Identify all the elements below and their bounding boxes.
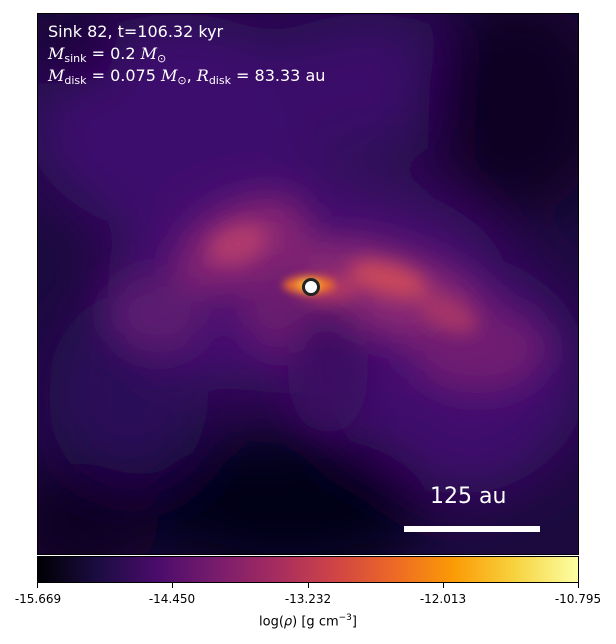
colorbar xyxy=(37,556,579,583)
colorbar-tick-label: -13.232 xyxy=(284,592,332,606)
colorbar-tick-label: -10.795 xyxy=(554,592,602,606)
scale-bar-label: 125 au xyxy=(430,484,507,509)
disk-properties-label: Mdisk = 0.075 M⊙, Rdisk = 83.33 au xyxy=(48,66,326,87)
sink-time-label: Sink 82, t=106.32 kyr xyxy=(48,22,224,41)
colorbar-axis-label: log(ρ) [g cm−3] xyxy=(259,613,357,630)
density-map-panel: Sink 82, t=106.32 kyr Msink = 0.2 M⊙ Mdi… xyxy=(37,13,579,555)
colorbar-tick-mark xyxy=(443,583,444,588)
sink-mass-label: Msink = 0.2 M⊙ xyxy=(48,44,167,65)
colorbar-tick-label: -14.450 xyxy=(148,592,196,606)
colorbar-tick-label: -12.013 xyxy=(419,592,467,606)
sink-particle-marker xyxy=(302,278,320,296)
colorbar-tick-mark xyxy=(37,583,38,588)
colorbar-tick-mark xyxy=(578,583,579,588)
colorbar-tick-mark xyxy=(308,583,309,588)
colorbar-tick-mark xyxy=(172,583,173,588)
colorbar-tick-label: -15.669 xyxy=(14,592,62,606)
density-map xyxy=(38,14,578,554)
scale-bar xyxy=(404,526,540,532)
